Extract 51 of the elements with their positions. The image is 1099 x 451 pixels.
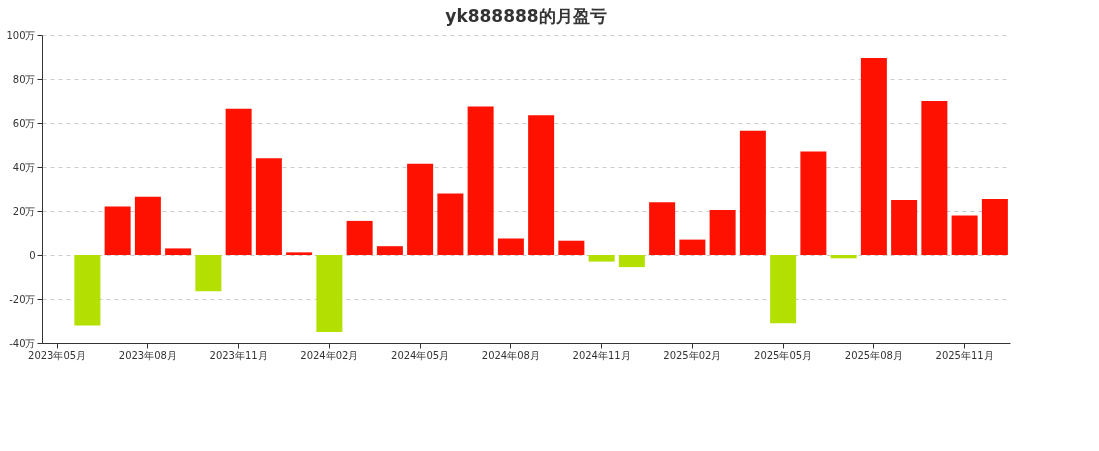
x-tick-label: 2025年02月 bbox=[663, 349, 722, 361]
bar bbox=[195, 255, 222, 292]
x-tick-label: 2024年05月 bbox=[391, 349, 450, 361]
x-tick-label: 2025年05月 bbox=[754, 349, 813, 361]
bar bbox=[134, 196, 161, 255]
bar bbox=[739, 130, 766, 255]
bar bbox=[165, 248, 192, 255]
bar bbox=[104, 206, 131, 255]
x-tick-label: 2025年11月 bbox=[935, 349, 994, 361]
bar bbox=[286, 252, 313, 255]
bar bbox=[649, 202, 676, 255]
bar bbox=[528, 115, 555, 255]
y-tick-label: -40万 bbox=[9, 337, 36, 349]
bar bbox=[800, 151, 827, 255]
x-tick-label: 2023年11月 bbox=[209, 349, 268, 361]
bar bbox=[709, 209, 736, 255]
bar bbox=[981, 198, 1008, 255]
bar bbox=[255, 158, 282, 255]
x-tick-label: 2023年08月 bbox=[118, 349, 177, 361]
bar bbox=[830, 255, 857, 259]
bar bbox=[770, 255, 797, 324]
bar bbox=[921, 101, 948, 255]
x-tick-label: 2023年05月 bbox=[28, 349, 87, 361]
bar bbox=[225, 108, 252, 255]
bar bbox=[588, 255, 615, 262]
bar bbox=[679, 239, 706, 255]
bar bbox=[558, 240, 585, 255]
bar bbox=[407, 163, 434, 255]
bar bbox=[618, 255, 645, 268]
bar bbox=[497, 238, 524, 255]
x-tick-label: 2024年08月 bbox=[481, 349, 540, 361]
y-tick-label: -20万 bbox=[9, 293, 36, 305]
bar bbox=[346, 220, 373, 255]
y-tick-label: 60万 bbox=[12, 117, 36, 129]
y-tick-label: 40万 bbox=[12, 161, 36, 173]
bar bbox=[891, 200, 918, 255]
bar bbox=[316, 255, 343, 332]
bar bbox=[376, 246, 403, 255]
bar bbox=[951, 215, 978, 255]
x-tick-label: 2024年11月 bbox=[572, 349, 631, 361]
y-tick-label: 100万 bbox=[6, 29, 36, 41]
y-tick-label: 20万 bbox=[12, 205, 36, 217]
y-tick-label: 80万 bbox=[12, 73, 36, 85]
bar bbox=[860, 58, 887, 255]
bar bbox=[74, 255, 101, 326]
y-tick-label: 0 bbox=[29, 249, 36, 261]
bar bbox=[437, 193, 464, 255]
x-tick-label: 2025年08月 bbox=[844, 349, 903, 361]
chart-title: yk888888的月盈亏 bbox=[445, 6, 607, 26]
bar bbox=[467, 106, 494, 255]
x-tick-label: 2024年02月 bbox=[300, 349, 359, 361]
